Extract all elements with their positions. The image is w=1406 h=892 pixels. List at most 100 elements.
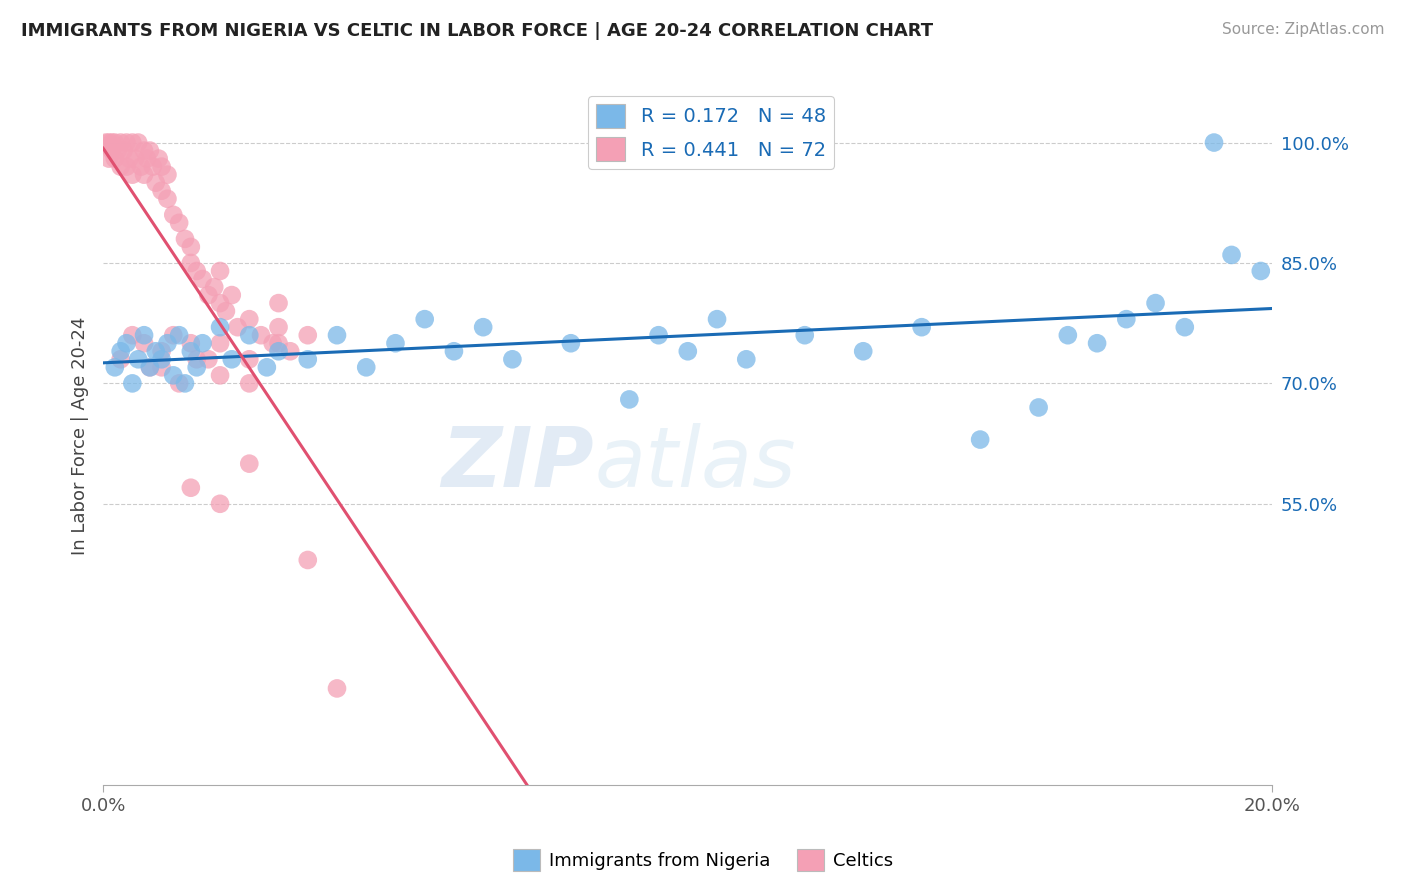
- Point: [706, 312, 728, 326]
- Point: [1220, 248, 1243, 262]
- Point: [297, 553, 319, 567]
- Point: [132, 144, 155, 158]
- Point: [326, 681, 349, 696]
- Point: [145, 344, 167, 359]
- Point: [139, 360, 162, 375]
- Point: [118, 152, 141, 166]
- Point: [167, 328, 190, 343]
- Point: [148, 152, 170, 166]
- Point: [209, 320, 232, 334]
- Point: [221, 288, 243, 302]
- Point: [104, 360, 127, 375]
- Point: [156, 336, 179, 351]
- Y-axis label: In Labor Force | Age 20-24: In Labor Force | Age 20-24: [72, 317, 89, 555]
- Point: [150, 352, 173, 367]
- Point: [1085, 336, 1108, 351]
- Point: [104, 136, 127, 150]
- Point: [156, 192, 179, 206]
- Point: [132, 168, 155, 182]
- Text: ZIP: ZIP: [441, 423, 595, 504]
- Point: [852, 344, 875, 359]
- Point: [215, 304, 238, 318]
- Point: [1250, 264, 1272, 278]
- Point: [209, 368, 232, 383]
- Point: [112, 144, 135, 158]
- Point: [150, 344, 173, 359]
- Point: [115, 136, 138, 150]
- Point: [150, 160, 173, 174]
- Point: [191, 336, 214, 351]
- Point: [202, 280, 225, 294]
- Point: [139, 144, 162, 158]
- Point: [1144, 296, 1167, 310]
- Point: [94, 136, 117, 150]
- Point: [1202, 136, 1225, 150]
- Point: [186, 360, 208, 375]
- Point: [619, 392, 641, 407]
- Point: [132, 336, 155, 351]
- Point: [197, 352, 219, 367]
- Point: [267, 336, 290, 351]
- Point: [501, 352, 523, 367]
- Point: [1028, 401, 1050, 415]
- Point: [262, 336, 284, 351]
- Point: [969, 433, 991, 447]
- Point: [1174, 320, 1197, 334]
- Point: [735, 352, 758, 367]
- Point: [174, 232, 197, 246]
- Point: [110, 160, 132, 174]
- Point: [139, 360, 162, 375]
- Point: [238, 352, 260, 367]
- Point: [226, 320, 249, 334]
- Point: [110, 136, 132, 150]
- Point: [174, 376, 197, 391]
- Point: [101, 144, 124, 158]
- Point: [121, 168, 143, 182]
- Point: [186, 352, 208, 367]
- Point: [186, 264, 208, 278]
- Point: [256, 360, 278, 375]
- Point: [238, 376, 260, 391]
- Point: [167, 376, 190, 391]
- Point: [136, 152, 159, 166]
- Point: [180, 240, 202, 254]
- Point: [132, 328, 155, 343]
- Point: [297, 352, 319, 367]
- Point: [180, 256, 202, 270]
- Point: [209, 336, 232, 351]
- Point: [129, 160, 152, 174]
- Point: [647, 328, 669, 343]
- Point: [162, 328, 184, 343]
- Point: [180, 344, 202, 359]
- Point: [98, 136, 121, 150]
- Point: [150, 184, 173, 198]
- Point: [197, 288, 219, 302]
- Point: [127, 352, 149, 367]
- Point: [472, 320, 495, 334]
- Point: [209, 296, 232, 310]
- Point: [98, 152, 121, 166]
- Point: [793, 328, 815, 343]
- Point: [115, 160, 138, 174]
- Point: [121, 328, 143, 343]
- Point: [250, 328, 273, 343]
- Legend: R = 0.172   N = 48, R = 0.441   N = 72: R = 0.172 N = 48, R = 0.441 N = 72: [589, 96, 834, 169]
- Point: [209, 497, 232, 511]
- Point: [127, 136, 149, 150]
- Point: [124, 152, 146, 166]
- Point: [121, 136, 143, 150]
- Point: [191, 272, 214, 286]
- Point: [156, 168, 179, 182]
- Point: [121, 376, 143, 391]
- Point: [142, 160, 165, 174]
- Point: [145, 176, 167, 190]
- Legend: Immigrants from Nigeria, Celtics: Immigrants from Nigeria, Celtics: [505, 842, 901, 879]
- Point: [209, 264, 232, 278]
- Point: [167, 216, 190, 230]
- Point: [354, 360, 377, 375]
- Point: [278, 344, 301, 359]
- Point: [238, 312, 260, 326]
- Point: [110, 344, 132, 359]
- Text: Source: ZipAtlas.com: Source: ZipAtlas.com: [1222, 22, 1385, 37]
- Point: [560, 336, 582, 351]
